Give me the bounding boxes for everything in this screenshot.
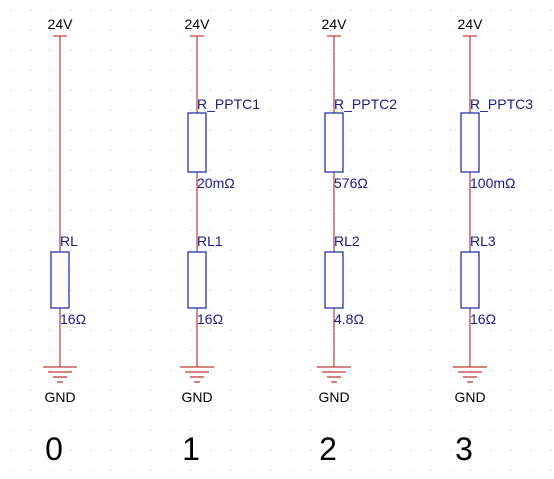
load-designator: RL3 (470, 233, 496, 249)
load-resistor-symbol (187, 251, 207, 309)
circuits: 24V RL 16Ω GND 0 24V R_PPTC1 20mΩ RL1 16Ω GND 1 24V R… (43, 16, 533, 467)
ground-symbol (317, 366, 351, 383)
load-designator: RL (60, 233, 78, 249)
load-value: 4.8Ω (334, 311, 364, 327)
load-resistor-symbol (324, 251, 344, 309)
supply-label: 24V (322, 16, 348, 32)
ptc-designator: R_PPTC2 (334, 96, 397, 112)
load-resistor-symbol (460, 251, 480, 309)
ptc-designator: R_PPTC3 (470, 96, 533, 112)
grid-dots (10, 10, 551, 471)
circuit-2: 24V R_PPTC2 576Ω RL2 4.8Ω GND 2 (317, 16, 397, 467)
ground-label: GND (454, 389, 485, 405)
ground-label: GND (181, 389, 212, 405)
load-value: 16Ω (470, 311, 496, 327)
ground-symbol (453, 366, 487, 383)
ptc-resistor-symbol (324, 112, 344, 173)
supply-label: 24V (185, 16, 211, 32)
load-designator: RL1 (197, 233, 223, 249)
load-value: 16Ω (197, 311, 223, 327)
circuit-index: 0 (45, 431, 63, 467)
ptc-value: 576Ω (334, 175, 368, 191)
circuit-index: 2 (319, 431, 337, 467)
ground-label: GND (44, 389, 75, 405)
ground-label: GND (318, 389, 349, 405)
load-designator: RL2 (334, 233, 360, 249)
ptc-resistor-symbol (460, 112, 480, 173)
circuit-index: 3 (455, 431, 473, 467)
circuit-3: 24V R_PPTC3 100mΩ RL3 16Ω GND 3 (453, 16, 533, 467)
circuit-index: 1 (182, 431, 200, 467)
ptc-designator: R_PPTC1 (197, 96, 260, 112)
load-value: 16Ω (60, 311, 86, 327)
ground-symbol (180, 366, 214, 383)
circuit-0: 24V RL 16Ω GND 0 (43, 16, 86, 467)
ptc-value: 20mΩ (197, 175, 235, 191)
circuit-1: 24V R_PPTC1 20mΩ RL1 16Ω GND 1 (180, 16, 260, 467)
supply-label: 24V (458, 16, 484, 32)
ptc-value: 100mΩ (470, 175, 516, 191)
load-resistor-symbol (50, 251, 70, 309)
ground-symbol (43, 366, 77, 383)
supply-label: 24V (48, 16, 74, 32)
ptc-resistor-symbol (187, 112, 207, 173)
